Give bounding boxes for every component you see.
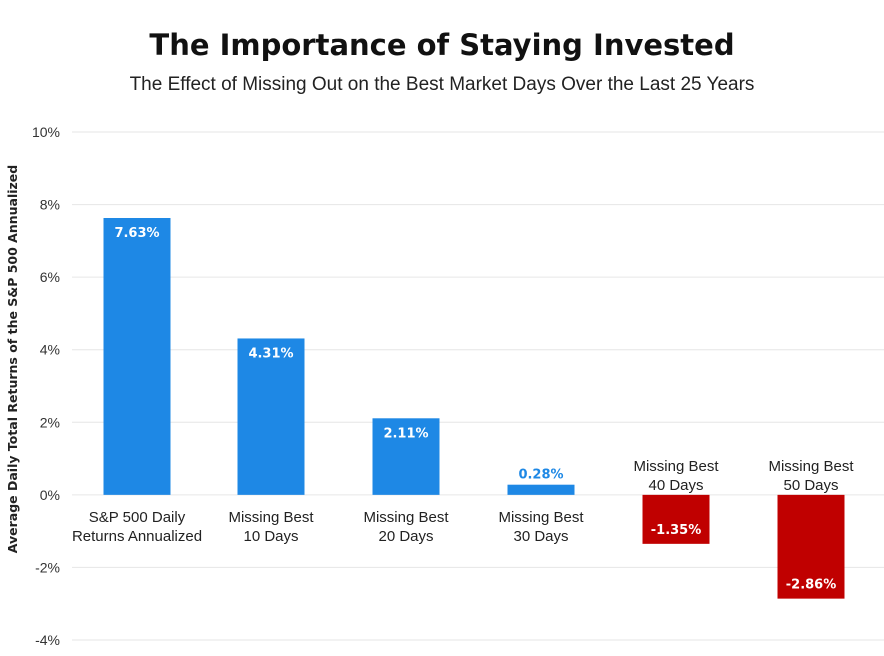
category-label: Missing Best (228, 509, 314, 526)
bar (507, 484, 575, 495)
category-label: Missing Best (363, 509, 449, 526)
category-label: 50 Days (783, 477, 838, 494)
y-tick-label: 10% (32, 124, 60, 140)
y-tick-label: 0% (40, 487, 60, 503)
data-label: 4.31% (248, 346, 293, 361)
category-label: Missing Best (633, 458, 719, 475)
bar (777, 494, 845, 599)
data-label: -2.86% (786, 578, 837, 593)
bars (103, 217, 845, 599)
y-tick-label: 4% (40, 342, 60, 358)
category-label: S&P 500 Daily (89, 509, 186, 526)
data-label: 0.28% (518, 468, 563, 483)
y-tick-label: -2% (35, 559, 60, 575)
category-label: Returns Annualized (72, 528, 202, 545)
bar (103, 217, 171, 495)
data-label: -1.35% (651, 523, 702, 538)
category-label: 40 Days (648, 477, 703, 494)
category-label: Missing Best (768, 458, 854, 475)
y-tick-label: 2% (40, 414, 60, 430)
category-labels: S&P 500 Daily Returns Annualized Missing B… (72, 458, 854, 545)
y-tick-label: -4% (35, 632, 60, 648)
y-axis-ticks: 10% 8% 6% 4% 2% 0% -2% -4% (32, 124, 60, 648)
category-label: Missing Best (498, 509, 584, 526)
bar (642, 494, 710, 544)
data-label: 7.63% (114, 226, 159, 241)
category-label: 30 Days (513, 528, 568, 545)
y-tick-label: 8% (40, 197, 60, 213)
chart-title: The Importance of Staying Invested (149, 28, 735, 62)
category-label: 10 Days (243, 528, 298, 545)
y-axis-label: Average Daily Total Returns of the S&P 5… (5, 165, 20, 553)
data-label: 2.11% (383, 426, 428, 441)
y-tick-label: 6% (40, 269, 60, 285)
data-labels: 7.63% 4.31% 2.11% 0.28% -1.35% -2.86% (114, 226, 836, 593)
chart-subtitle: The Effect of Missing Out on the Best Ma… (129, 74, 755, 95)
category-label: 20 Days (378, 528, 433, 545)
bar (237, 338, 305, 495)
gridlines (72, 131, 884, 641)
bar (372, 418, 440, 495)
